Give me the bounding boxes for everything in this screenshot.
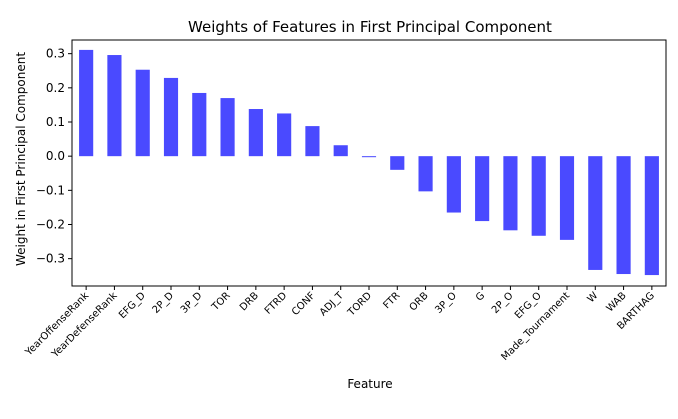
x-tick-label: ADJ_T bbox=[318, 290, 347, 319]
x-tick-label: EFG_D bbox=[117, 290, 148, 321]
bar-yeardefenserank bbox=[107, 55, 122, 157]
x-tick-label: 3P_O bbox=[433, 290, 459, 316]
y-tick-label: 0.3 bbox=[46, 47, 65, 61]
x-tick-label: 2P_O bbox=[490, 290, 516, 316]
bar-efg-d bbox=[135, 69, 150, 157]
bar-drb bbox=[248, 109, 263, 157]
bar-g bbox=[475, 156, 490, 222]
bar-wab bbox=[616, 156, 631, 275]
x-tick-label: W bbox=[586, 290, 601, 305]
x-axis-label: Feature bbox=[347, 377, 392, 391]
x-tick-label: FTRD bbox=[263, 290, 290, 317]
plot-frame bbox=[71, 39, 667, 287]
x-tick-label: 2P_D bbox=[151, 290, 177, 316]
y-tick-label: −0.1 bbox=[36, 183, 65, 197]
x-tick-label: 3P_D bbox=[179, 290, 205, 316]
x-tick-label: DRB bbox=[238, 290, 261, 313]
bar-conf bbox=[305, 126, 320, 157]
bar-ftr bbox=[390, 156, 405, 170]
bar-3p-o bbox=[446, 156, 461, 213]
x-tick-label: FTR bbox=[381, 290, 402, 311]
x-tick-label: ORB bbox=[408, 290, 431, 313]
y-axis: −0.3 −0.2 −0.1 0.0 0.1 0.2 0.3 bbox=[36, 47, 72, 266]
chart-title: Weights of Features in First Principal C… bbox=[188, 18, 552, 36]
bar-3p-d bbox=[192, 92, 207, 157]
x-tick-label: WAB bbox=[605, 290, 629, 314]
bar-2p-o bbox=[503, 156, 518, 231]
x-tick-label: G bbox=[474, 290, 487, 303]
bar-w bbox=[588, 156, 603, 270]
y-tick-label: 0.0 bbox=[46, 149, 65, 163]
bar-efg-o bbox=[531, 156, 546, 236]
bars-group bbox=[79, 49, 659, 276]
bar-made-tournament bbox=[559, 156, 575, 240]
bar-barthag bbox=[644, 156, 659, 276]
x-tick-label: TOR bbox=[209, 290, 232, 313]
bar-2p-d bbox=[163, 77, 179, 157]
bar-adj-t bbox=[333, 145, 348, 157]
bar-orb bbox=[418, 156, 433, 192]
y-tick-label: 0.1 bbox=[46, 115, 65, 129]
bar-ftrd bbox=[277, 113, 292, 157]
y-tick-label: −0.3 bbox=[36, 252, 65, 266]
y-tick-label: −0.2 bbox=[36, 218, 65, 232]
x-tick-label: TORD bbox=[345, 290, 374, 319]
bar-yearoffenserank bbox=[79, 49, 94, 157]
bar-tord bbox=[361, 156, 377, 158]
y-axis-label: Weight in First Principal Component bbox=[14, 52, 28, 266]
x-tick-label: CONF bbox=[290, 290, 318, 318]
bar-tor bbox=[220, 98, 235, 157]
y-tick-label: 0.2 bbox=[46, 81, 65, 95]
